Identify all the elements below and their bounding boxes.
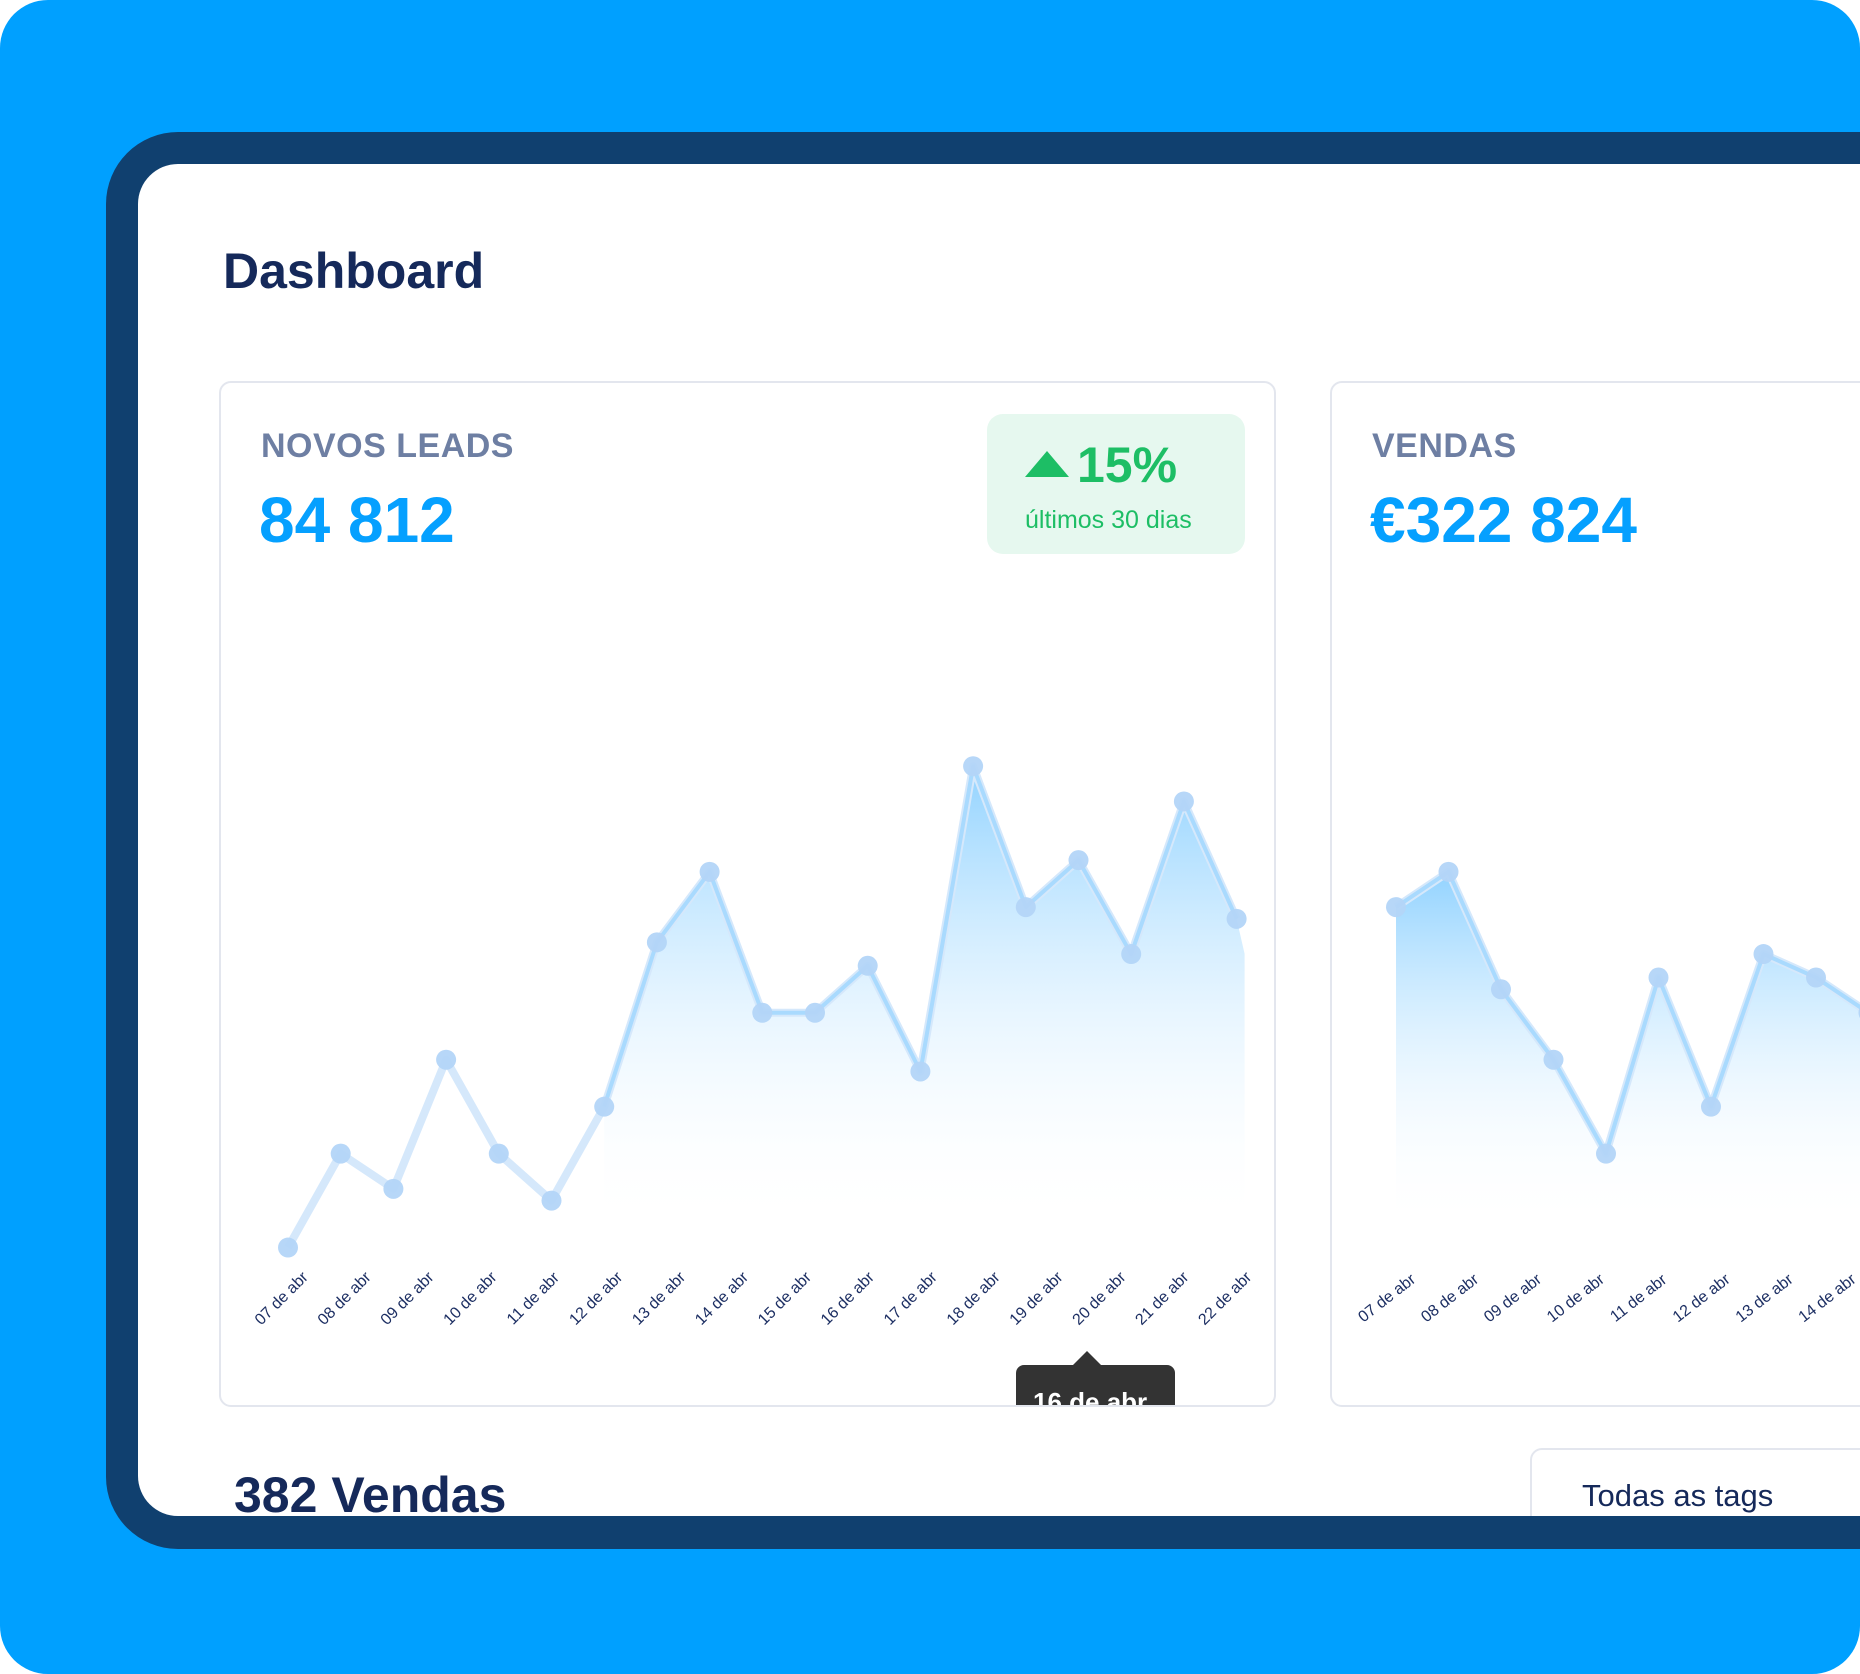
data-point [1543, 1049, 1564, 1070]
x-tick-label: 13 de abr [1733, 1271, 1797, 1326]
x-tick-label: 09 de abr [1481, 1271, 1545, 1326]
data-point [1121, 944, 1142, 965]
data-point [1015, 897, 1036, 918]
x-tick-label: 10 de abr [441, 1268, 501, 1328]
tooltip-title: 16 de abr [1033, 1387, 1148, 1407]
triangle-up-icon [1025, 451, 1069, 477]
x-tick-label: 11 de abr [1607, 1271, 1670, 1326]
x-tick-label: 22 de abr [1195, 1268, 1255, 1328]
x-tick-label: 20 de abr [1070, 1268, 1130, 1328]
tags-dropdown[interactable]: Todas as tags [1530, 1448, 1860, 1516]
sales-card: VENDAS €322 824 07 de abr 08 de abr 09 de … [1330, 381, 1860, 1407]
dashboard-panel: Dashboard NOVOS LEADS 84 812 15% últimos… [138, 164, 1860, 1516]
x-tick-label: 08 de abr [315, 1268, 375, 1328]
sales-chart[interactable]: 07 de abr 08 de abr 09 de abr 10 de abr 11 d… [1332, 383, 1860, 1405]
x-tick-label: 17 de abr [881, 1268, 941, 1328]
series-line-highlight [1394, 869, 1860, 1156]
data-point [488, 1143, 509, 1164]
leads-chart[interactable]: 07 de abr 08 de abr 09 de abr 10 de abr 11 d… [221, 383, 1274, 1405]
data-point [1438, 861, 1459, 882]
data-point [383, 1178, 404, 1199]
data-point [330, 1143, 351, 1164]
growth-period: últimos 30 dias [1025, 506, 1192, 534]
growth-percent: 15% [1077, 437, 1178, 493]
data-point [1068, 850, 1089, 871]
leads-label: NOVOS LEADS [261, 427, 514, 465]
x-tick-label: 19 de abr [1007, 1268, 1067, 1328]
x-tick-label: 14 de abr [1796, 1271, 1860, 1326]
x-tick-label: 09 de abr [378, 1268, 438, 1328]
data-point [278, 1237, 298, 1258]
series-area [1396, 871, 1860, 1227]
data-point [1753, 944, 1774, 965]
x-tick-label: 16 de abr [818, 1268, 878, 1328]
sales-value: €322 824 [1370, 484, 1637, 556]
data-point [1596, 1143, 1616, 1164]
chart-tooltip: 16 de abr 3000 [1016, 1351, 1175, 1407]
data-point [910, 1061, 931, 1082]
x-tick-label: 07 de abr [252, 1268, 312, 1328]
data-point [1701, 1096, 1721, 1117]
data-point [805, 1002, 825, 1023]
x-tick-label: 12 de abr [1670, 1271, 1734, 1326]
leads-value: 84 812 [259, 484, 455, 556]
x-tick-label: 15 de abr [755, 1268, 815, 1328]
data-point [541, 1190, 562, 1211]
x-tick-label: 07 de abr [1355, 1271, 1419, 1326]
x-tick-label: 10 de abr [1544, 1271, 1608, 1326]
data-point [752, 1002, 773, 1023]
tags-dropdown-value: Todas as tags [1582, 1478, 1774, 1513]
growth-badge: 15% últimos 30 dias [987, 414, 1245, 554]
sales-count-heading: 382 Vendas [234, 1467, 507, 1516]
x-tick-label: 14 de abr [692, 1268, 752, 1328]
data-point [963, 756, 984, 777]
data-point [1173, 791, 1194, 812]
x-tick-label: 12 de abr [566, 1268, 626, 1328]
data-point [1226, 908, 1247, 929]
data-point [1491, 979, 1511, 1000]
data-point [646, 932, 667, 953]
data-point [1648, 967, 1669, 988]
data-point [1386, 897, 1406, 918]
data-point [857, 955, 878, 976]
page-title: Dashboard [223, 243, 485, 299]
data-point [436, 1049, 457, 1070]
x-tick-label: 08 de abr [1418, 1271, 1482, 1326]
x-tick-label: 21 de abr [1133, 1268, 1193, 1328]
data-point [699, 861, 720, 882]
data-point [1806, 967, 1826, 988]
x-tick-label: 13 de abr [629, 1268, 689, 1328]
data-point [594, 1096, 615, 1117]
x-tick-label: 18 de abr [944, 1268, 1004, 1328]
x-tick-label: 11 de abr [504, 1269, 563, 1328]
leads-card: NOVOS LEADS 84 812 15% últimos 30 dias 0… [219, 381, 1276, 1407]
series-area [604, 766, 1245, 1227]
sales-label: VENDAS [1372, 427, 1517, 465]
